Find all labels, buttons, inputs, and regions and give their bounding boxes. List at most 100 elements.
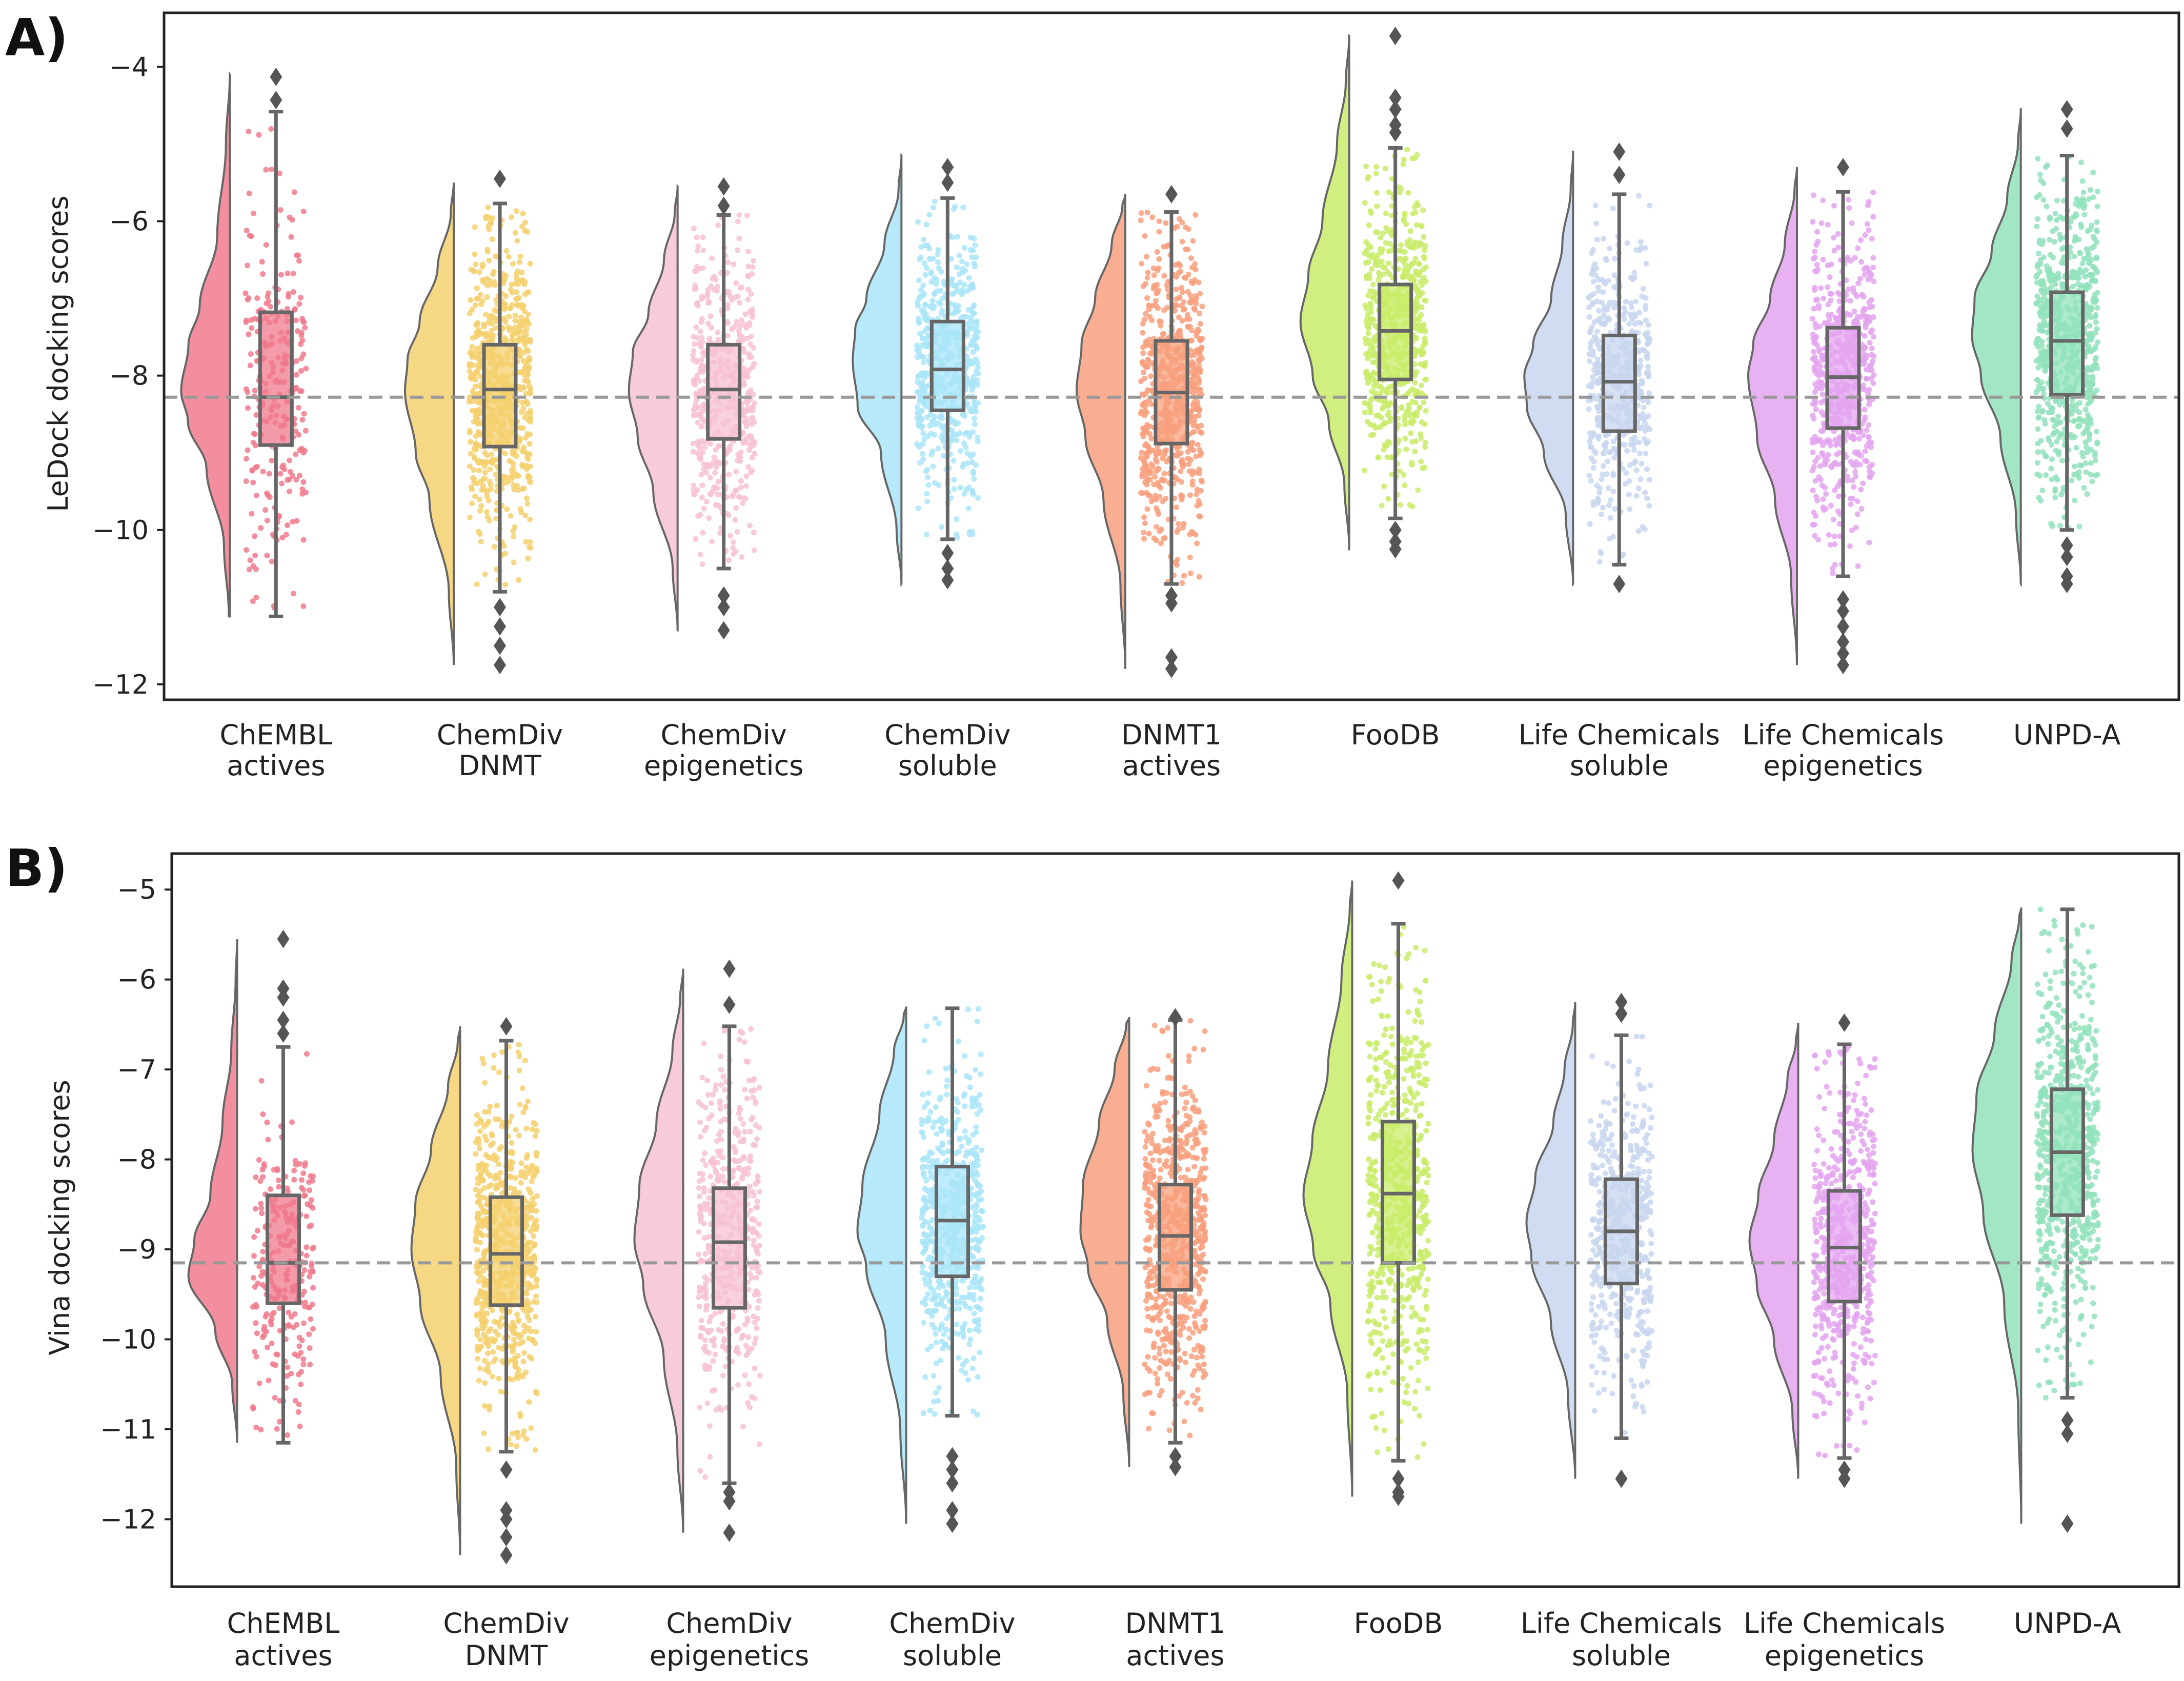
- data-point: [489, 458, 495, 464]
- data-point: [1365, 355, 1371, 361]
- data-point: [301, 411, 307, 417]
- data-point: [297, 473, 302, 479]
- data-point: [954, 516, 960, 522]
- violin-2: [628, 184, 679, 632]
- data-point: [1192, 261, 1198, 267]
- data-point: [1853, 459, 1859, 465]
- category-4: [1075, 185, 1205, 678]
- data-point: [1161, 307, 1167, 313]
- data-point: [1178, 269, 1184, 274]
- data-point: [1142, 403, 1148, 409]
- data-point: [516, 439, 522, 445]
- data-point: [1820, 372, 1826, 378]
- data-point: [254, 358, 260, 364]
- data-point: [935, 251, 941, 257]
- data-point: [1370, 432, 1377, 437]
- data-point: [1590, 301, 1596, 307]
- data-point: [2091, 244, 2097, 250]
- data-point: [922, 302, 928, 308]
- data-point: [493, 516, 499, 522]
- data-point: [1627, 311, 1633, 317]
- data-point: [1419, 241, 1425, 247]
- data-point: [1811, 192, 1816, 198]
- data-point: [1826, 532, 1832, 538]
- data-point: [1627, 462, 1633, 468]
- data-point: [1832, 487, 1838, 493]
- data-point: [1587, 293, 1593, 299]
- data-point: [1416, 261, 1422, 267]
- xtick-label-line1: ChemDiv: [661, 719, 787, 751]
- data-point: [1158, 485, 1164, 491]
- data-point: [1827, 274, 1833, 280]
- data-point: [705, 320, 712, 327]
- data-point: [707, 441, 713, 447]
- data-point: [972, 415, 977, 421]
- data-point: [473, 261, 479, 267]
- data-point: [1869, 303, 1875, 310]
- data-point: [476, 355, 482, 361]
- data-point: [1819, 357, 1825, 363]
- data-point: [1835, 245, 1842, 251]
- data-point: [1620, 551, 1626, 557]
- data-point: [1833, 442, 1839, 448]
- data-point: [1417, 404, 1423, 411]
- data-point: [938, 301, 944, 307]
- data-point: [1383, 240, 1389, 246]
- data-point: [260, 271, 266, 277]
- data-point: [502, 581, 508, 588]
- data-point: [738, 484, 744, 491]
- data-point: [692, 282, 698, 289]
- data-point: [691, 226, 697, 232]
- xtick-label-line2: DNMT: [458, 750, 542, 782]
- data-point: [467, 514, 473, 520]
- data-point: [1867, 362, 1873, 369]
- data-point: [1611, 256, 1617, 262]
- data-point: [489, 451, 495, 457]
- data-point: [1592, 261, 1598, 267]
- data-point: [475, 459, 481, 465]
- data-point: [515, 473, 521, 479]
- data-point: [1809, 316, 1815, 322]
- data-point: [731, 261, 737, 268]
- data-point: [479, 298, 486, 304]
- xtick-label-line1: ChemDiv: [437, 719, 563, 751]
- data-point: [298, 332, 305, 338]
- data-point: [751, 361, 757, 367]
- data-point: [1587, 521, 1593, 527]
- data-point: [691, 348, 697, 354]
- data-point: [1829, 464, 1835, 470]
- data-point: [1414, 200, 1420, 206]
- xtick-label-line1: ChEMBL: [219, 719, 332, 751]
- data-point: [960, 270, 966, 276]
- data-point: [707, 475, 713, 481]
- data-point: [258, 525, 264, 531]
- data-point: [954, 234, 960, 240]
- category-6: [1523, 143, 1653, 594]
- data-point: [1594, 403, 1601, 410]
- data-point: [1402, 269, 1408, 275]
- data-point: [1587, 435, 1593, 441]
- data-point: [2034, 216, 2040, 222]
- data-point: [1384, 269, 1390, 275]
- data-point: [1593, 450, 1599, 456]
- data-point: [524, 318, 530, 324]
- data-point: [1409, 459, 1415, 465]
- data-point: [1610, 489, 1616, 495]
- data-point: [1596, 559, 1603, 565]
- data-point: [519, 269, 525, 275]
- data-point: [1412, 388, 1418, 394]
- data-point: [1172, 475, 1179, 481]
- data-point: [1636, 426, 1643, 432]
- data-point: [1402, 417, 1408, 423]
- data-point: [1140, 283, 1146, 289]
- data-point: [243, 456, 249, 462]
- data-point: [698, 414, 704, 420]
- data-point: [1178, 332, 1184, 338]
- data-point: [250, 210, 256, 216]
- data-point: [1156, 218, 1162, 225]
- data-point: [1633, 467, 1640, 473]
- data-point: [714, 464, 720, 470]
- data-point: [474, 480, 480, 487]
- data-point: [1813, 297, 1819, 303]
- data-point: [517, 259, 523, 265]
